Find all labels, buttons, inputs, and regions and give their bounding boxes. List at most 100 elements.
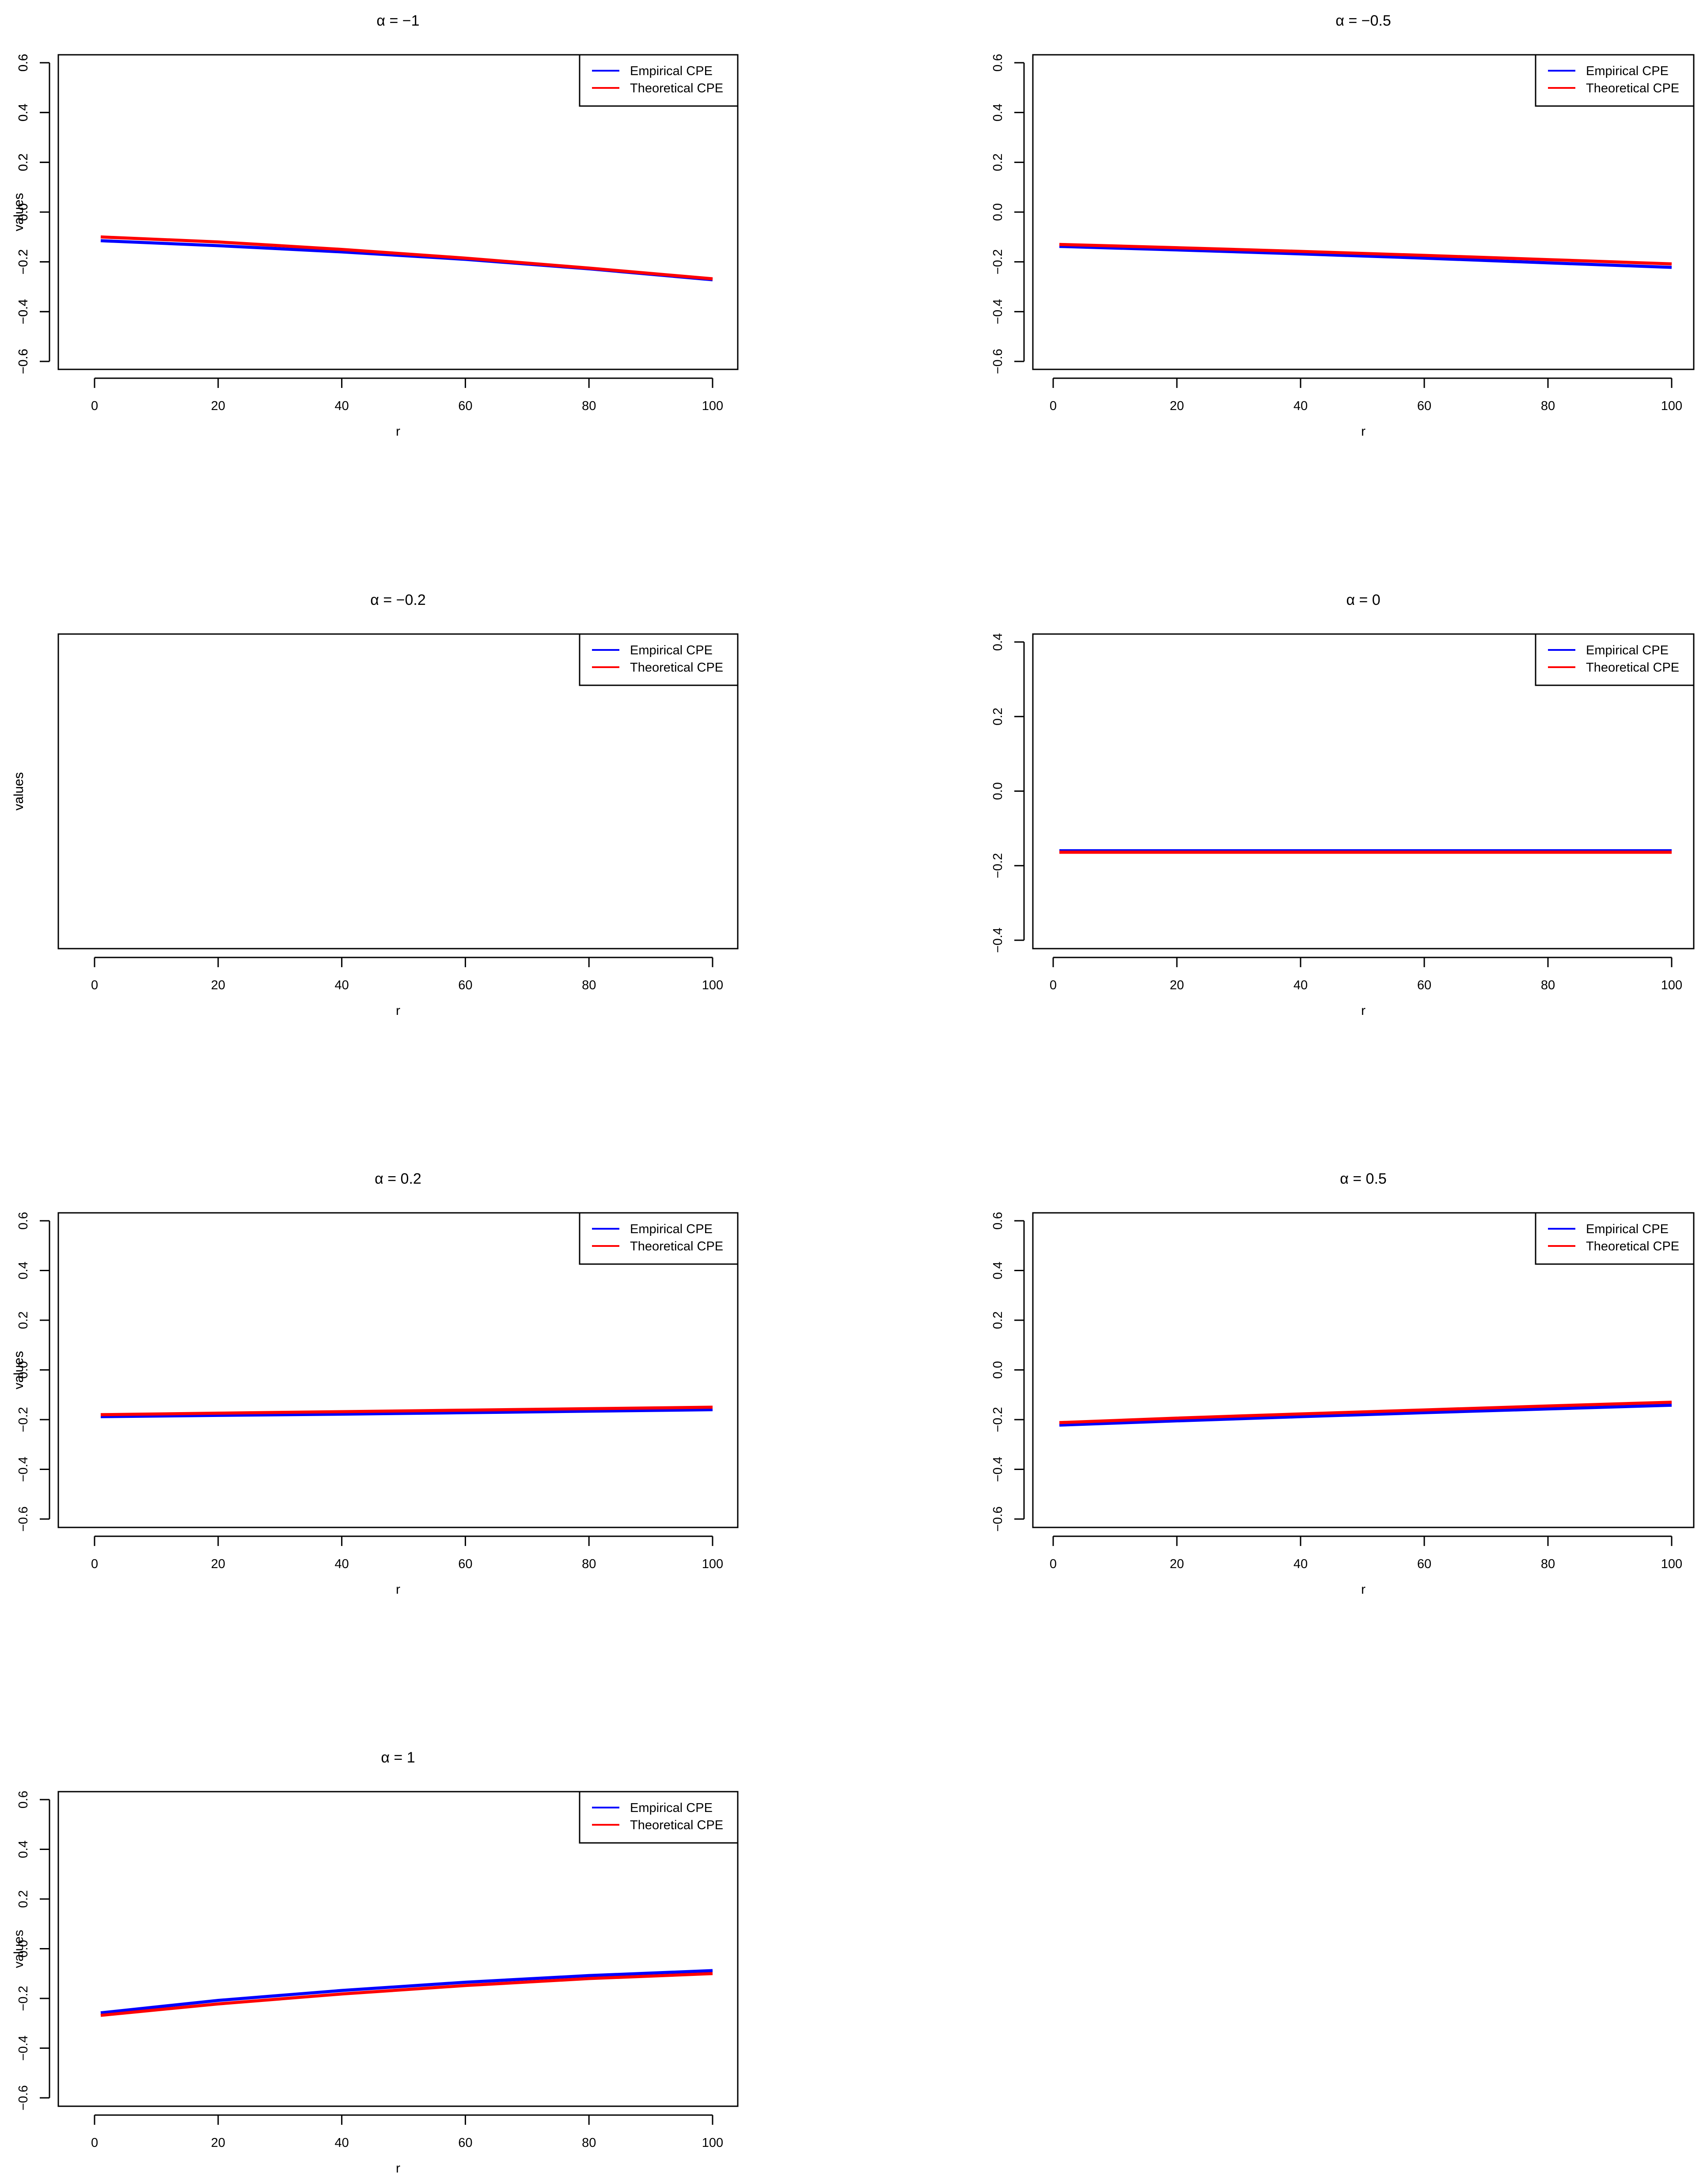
panel-title: α = −0.5 [1335,12,1391,29]
series-group [1059,1401,1672,1427]
x-tick-label: 40 [1294,399,1308,413]
y-tick-label: −0.2 [991,249,1005,274]
x-tick-label: 100 [702,2136,723,2150]
empirical-cpe-line [1059,1403,1672,1427]
legend-label: Theoretical CPE [630,81,723,95]
y-tick-label: −0.6 [16,1506,30,1531]
y-tick-label: 0.4 [991,1261,1005,1279]
x-tick-label: 0 [1050,1557,1057,1571]
y-axis-label: values [11,1351,26,1390]
panel-title: α = 1 [381,1749,415,1766]
y-tick-label: 0.4 [16,104,30,122]
x-tick-label: 20 [1170,978,1184,992]
x-tick-label: 0 [1050,978,1057,992]
panel-title: α = 0.5 [1340,1170,1387,1187]
y-tick-label: −0.2 [16,1986,30,2011]
theoretical-cpe-line [1059,1401,1672,1424]
legend-label: Theoretical CPE [1586,661,1679,675]
x-tick-label: 100 [702,978,723,992]
x-tick-label: 20 [211,399,225,413]
y-tick-label: 0.4 [16,1840,30,1858]
x-tick-label: 0 [1050,399,1057,413]
y-tick-label: 0.0 [16,1361,30,1379]
series-group [100,1969,713,2017]
panel-title: α = −1 [376,12,419,29]
theoretical-cpe-line [1059,243,1672,266]
x-tick-label: 60 [458,1557,472,1571]
x-tick-label: 100 [702,1557,723,1571]
chart-panel-1: α = −1 0 20 40 60 80 100 r −0.6 −0.4 −0.2 0.0 0.2 0.4… [11,12,739,439]
chart-panel-6: α = 0.5 0 20 40 60 80 100 r −0.6 −0.4 −0.2 0.0 0.2 0.… [11,1170,1695,1597]
chart-panel-3: α = −0.2 0 20 40 60 80 100 r −0.6 −0.4 −0.2 0.0 0.2 0… [11,54,739,1018]
y-tick-label: 0.6 [991,54,1005,72]
x-tick-label: 40 [1294,978,1308,992]
x-tick-label: 60 [1417,399,1431,413]
panel-title: α = 0.2 [375,1170,421,1187]
y-tick-label: −0.6 [991,1506,1005,1531]
legend-label: Empirical CPE [630,1801,713,1815]
y-tick-label: 0.6 [16,54,30,72]
y-tick-label: 0.0 [991,203,1005,221]
y-tick-label: −0.2 [16,249,30,274]
legend-label: Theoretical CPE [630,1239,723,1253]
x-axis-label: r [396,1582,400,1597]
x-tick-label: 20 [1170,399,1184,413]
legend-box [1535,1212,1695,1265]
x-tick-label: 20 [211,1557,225,1571]
x-tick-label: 80 [582,2136,596,2150]
legend-box [1535,633,1695,686]
series-group [1059,849,1672,854]
x-tick-label: 60 [458,2136,472,2150]
y-tick-label: −0.2 [991,853,1005,878]
legend-label: Empirical CPE [1586,1222,1669,1236]
y-tick-label: 0.0 [991,782,1005,800]
y-tick-label: −0.4 [16,299,30,324]
y-tick-label: −0.2 [16,249,30,274]
x-axis-label: r [396,1003,400,1018]
y-tick-label: 0.0 [16,203,30,221]
y-axis-label: values [11,193,26,232]
x-tick-label: 0 [91,1557,98,1571]
x-tick-label: 60 [458,978,472,992]
y-tick-label: 0.4 [991,633,1005,651]
y-tick-label: 0.0 [16,1940,30,1957]
y-tick-label: 0.2 [16,153,30,171]
x-tick-label: 40 [334,2136,349,2150]
legend-label: Theoretical CPE [1586,1239,1679,1253]
theoretical-cpe-line [100,1972,713,2017]
legend-label: Theoretical CPE [1586,81,1679,95]
y-axis-label: values [11,772,26,811]
y-axis-label: values [11,772,26,811]
y-tick-label: −0.4 [991,299,1005,324]
x-tick-label: 40 [1294,1557,1308,1571]
y-tick-label: −0.4 [16,2036,30,2061]
y-tick-label: 0.0 [16,203,30,221]
legend-box [579,1212,739,1265]
panel-title: α = −0.2 [370,592,426,608]
plot-frame [57,1212,739,1528]
y-tick-label: 0.6 [991,1212,1005,1230]
x-axis-label: r [1361,424,1366,439]
y-axis-label: values [11,1351,26,1390]
y-tick-label: 0.2 [16,1311,30,1329]
empirical-cpe-line [1059,245,1672,269]
y-tick-label: −0.4 [991,927,1005,953]
theoretical-cpe-line [100,235,713,281]
y-tick-label: −0.2 [991,1407,1005,1432]
x-tick-label: 40 [334,978,349,992]
x-tick-label: 0 [91,978,98,992]
x-tick-label: 100 [1661,978,1682,992]
chart-panel-4: α = 0 0 20 40 60 80 100 r −0.4 −0.2 0.0 0.2 0.4 value… [11,592,1695,1018]
x-axis-label: r [1361,1003,1366,1018]
y-tick-label: −0.6 [991,349,1005,374]
x-tick-label: 80 [582,399,596,413]
y-tick-label: 0.6 [16,1212,30,1230]
legend-label: Empirical CPE [630,64,713,78]
x-tick-label: 0 [91,2136,98,2150]
legend-box [1535,54,1695,107]
x-tick-label: 20 [211,2136,225,2150]
y-tick-label: −0.6 [16,349,30,374]
chart-panel-7: α = 1 0 20 40 60 80 100 r −0.6 −0.4 −0.2 0.0 0.2 0.4 0… [11,1749,739,2176]
theoretical-cpe-line [100,1405,713,1417]
